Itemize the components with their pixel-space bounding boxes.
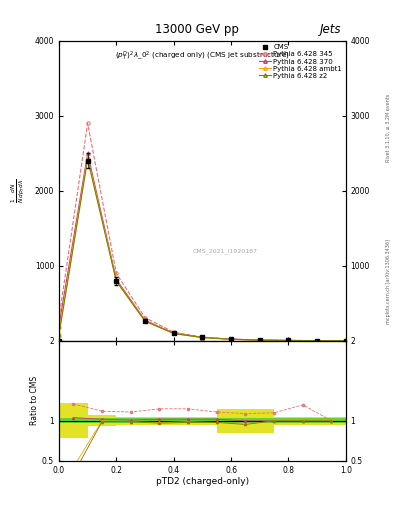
Text: $(p_T^D)^2\lambda\_0^2$ (charged only) (CMS jet substructure): $(p_T^D)^2\lambda\_0^2$ (charged only) (… [115,50,290,63]
Pythia 6.428 z2 [200,334,205,340]
Legend: CMS, Pythia 6.428 345, Pythia 6.428 370, Pythia 6.428 ambt1, Pythia 6.428 z2: CMS, Pythia 6.428 345, Pythia 6.428 370,… [257,43,344,80]
Line: Pythia 6.428 z2: Pythia 6.428 z2 [57,158,347,343]
Pythia 6.428 345 [286,337,291,344]
X-axis label: pTD2 (charged-only): pTD2 (charged-only) [156,477,249,486]
Text: Rivet 3.1.10, ≥ 3.2M events: Rivet 3.1.10, ≥ 3.2M events [386,94,391,162]
Pythia 6.428 z2 [143,318,147,324]
Pythia 6.428 345 [143,314,147,321]
Line: Pythia 6.428 370: Pythia 6.428 370 [57,152,347,343]
Pythia 6.428 z2 [257,337,262,343]
Pythia 6.428 370 [286,337,291,344]
Pythia 6.428 z2 [315,337,320,344]
Pythia 6.428 z2 [229,336,233,343]
Pythia 6.428 345 [315,337,320,344]
Pythia 6.428 z2 [57,332,61,338]
Pythia 6.428 345 [85,120,90,126]
Pythia 6.428 ambt1 [114,278,119,284]
Pythia 6.428 370 [171,330,176,336]
Pythia 6.428 345 [171,329,176,335]
Line: Pythia 6.428 ambt1: Pythia 6.428 ambt1 [57,156,347,343]
Pythia 6.428 ambt1 [315,337,320,344]
Pythia 6.428 ambt1 [143,318,147,324]
Line: Pythia 6.428 345: Pythia 6.428 345 [57,122,347,343]
Pythia 6.428 370 [315,337,320,344]
Pythia 6.428 370 [229,336,233,342]
Pythia 6.428 345 [200,334,205,340]
Text: CMS_2021_I1920187: CMS_2021_I1920187 [193,248,258,254]
Pythia 6.428 370 [143,317,147,323]
Pythia 6.428 ambt1 [229,336,233,343]
Pythia 6.428 370 [57,323,61,329]
Pythia 6.428 ambt1 [85,154,90,160]
Pythia 6.428 370 [343,338,348,344]
Pythia 6.428 z2 [171,330,176,336]
Pythia 6.428 345 [114,270,119,276]
Pythia 6.428 345 [229,336,233,342]
Pythia 6.428 370 [200,334,205,340]
Pythia 6.428 345 [343,338,348,344]
Pythia 6.428 ambt1 [200,334,205,340]
Pythia 6.428 370 [85,151,90,157]
Pythia 6.428 345 [257,337,262,343]
Pythia 6.428 z2 [114,278,119,284]
Pythia 6.428 370 [114,276,119,283]
Text: Jets: Jets [320,23,342,36]
Pythia 6.428 ambt1 [171,330,176,336]
Pythia 6.428 ambt1 [57,330,61,336]
Text: 13000 GeV pp: 13000 GeV pp [154,23,239,36]
Pythia 6.428 z2 [343,338,348,344]
Pythia 6.428 z2 [286,337,291,344]
Pythia 6.428 370 [257,337,262,343]
Pythia 6.428 ambt1 [343,338,348,344]
Y-axis label: Ratio to CMS: Ratio to CMS [30,376,39,425]
Pythia 6.428 ambt1 [257,337,262,343]
Pythia 6.428 ambt1 [286,337,291,344]
Text: $\frac{1}{N}\frac{dN}{dp_T d\lambda}$: $\frac{1}{N}\frac{dN}{dp_T d\lambda}$ [10,179,28,203]
Pythia 6.428 z2 [85,156,90,162]
Pythia 6.428 345 [57,315,61,322]
Text: mcplots.cern.ch [arXiv:1306.3436]: mcplots.cern.ch [arXiv:1306.3436] [386,239,391,324]
